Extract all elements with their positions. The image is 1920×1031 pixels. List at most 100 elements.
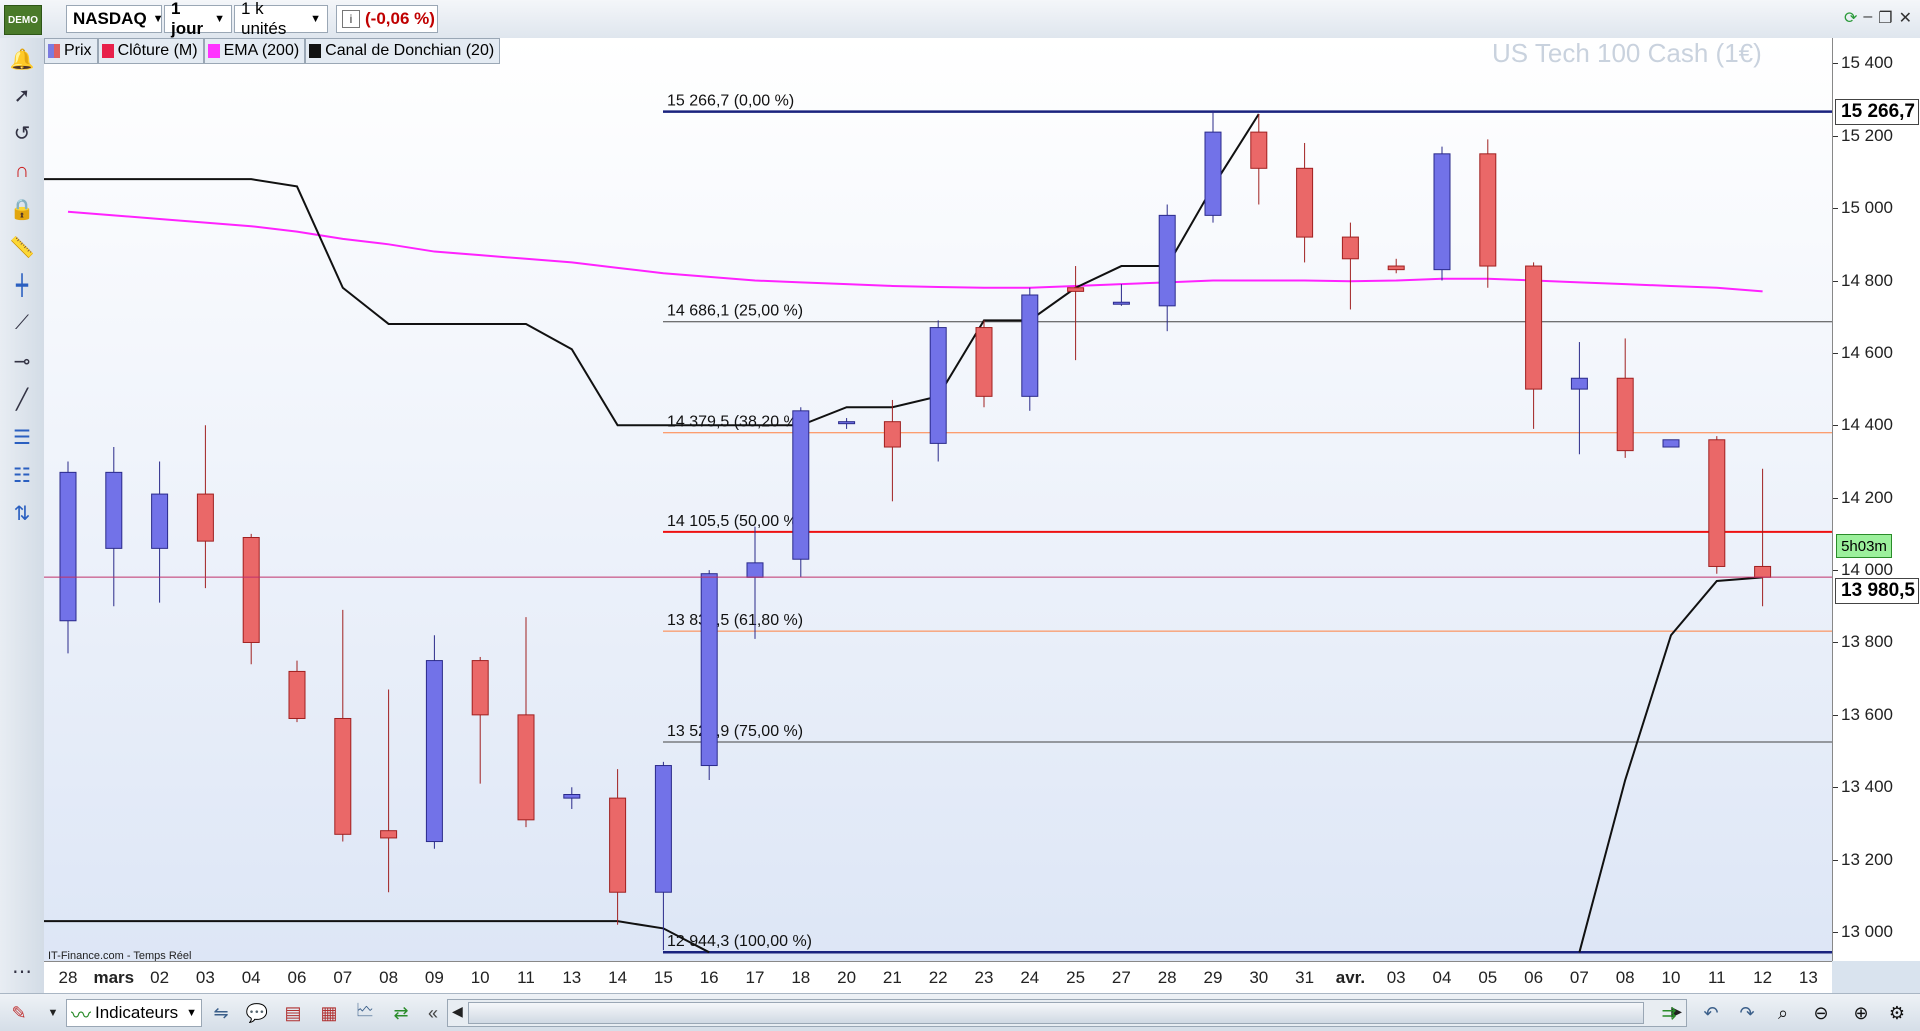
chart-area[interactable]: 15 266,7 (0,00 %) 14 686,1 (25,00 %) 14 37… (44, 38, 1832, 961)
list-icon[interactable]: ▤ (284, 1002, 302, 1023)
candle-body (425, 660, 443, 843)
high-price-badge: 15 266,7 (1835, 98, 1919, 125)
fib-level-label: 14 105,5 (50,00 %) (667, 513, 803, 530)
table-icon[interactable]: ▦ (320, 1002, 338, 1023)
magnet-icon[interactable]: ∩ (14, 159, 30, 182)
candle-body (1204, 131, 1222, 216)
cursor-arrow-icon[interactable]: ➚ (13, 84, 31, 107)
chart-window-icon[interactable]: 🗠 (355, 1000, 375, 1020)
zoom-in-icon[interactable]: ⊕ (1853, 1002, 1869, 1023)
undo-cursor-icon[interactable]: ↺ (13, 122, 31, 145)
legend-swatch (101, 44, 114, 58)
date-tick-label: 22 (928, 968, 948, 987)
price-tick-label: 13 200 (1833, 849, 1893, 869)
auto-scroll-icon[interactable]: ⇉ (1661, 1002, 1677, 1023)
fibonacci-ext-icon[interactable]: ☷ (13, 464, 31, 487)
chevron-down-icon: ▼ (310, 13, 321, 25)
price-tick-label: 14 800 (1833, 270, 1893, 290)
chart-background (44, 38, 1832, 961)
scroll-left-icon[interactable]: ◀ (452, 1003, 463, 1019)
indicators-select[interactable]: 〰 Indicateurs ▼ (66, 999, 202, 1027)
legend-swatch (309, 44, 322, 58)
scroll-right-icon[interactable]: ▶ (1671, 1003, 1682, 1019)
compare-icon[interactable]: ⇄ (393, 1002, 409, 1023)
redo-icon[interactable]: ↷ (1739, 1002, 1755, 1023)
info-icon[interactable]: i (342, 10, 360, 28)
zoom-fit-icon[interactable]: ⌕ (1777, 1002, 1789, 1023)
bottom-toolbar: ✎ ▼ 〰 Indicateurs ▼ ⇋ 💬 ▤ ▦ 🗠 ⇄ « ◀ ▶ ⇉ … (0, 993, 1920, 1031)
date-tick-label: 15 (653, 968, 673, 987)
price-tick-label: 13 400 (1833, 777, 1893, 797)
candles (59, 110, 1772, 951)
candle-body (1067, 287, 1085, 292)
lock-icon[interactable]: 🔒 (9, 198, 35, 221)
date-axis[interactable]: 28 mars 02 03 04 06 07 08 09 10 11 13 14 15 16 17 18 20 21… (44, 961, 1832, 994)
legend-item-close[interactable]: Clôture (M) (97, 38, 204, 64)
price-tick-label: 15 000 (1833, 198, 1893, 218)
more-tools-icon[interactable]: ⋯ (12, 960, 32, 983)
period-select[interactable]: 1 jour ▼ (164, 0, 232, 38)
candle-body (746, 562, 764, 578)
date-tick-label: 13 (1798, 968, 1818, 987)
candle-body (1433, 153, 1451, 271)
fib-level-label: 14 686,1 (25,00 %) (667, 303, 803, 320)
fib-level-label: 13 524,9 (75,00 %) (667, 723, 803, 740)
price-tick-label: 13 000 (1833, 922, 1893, 942)
zoom-out-icon[interactable]: ⊖ (1813, 1002, 1829, 1023)
candle-body (838, 421, 856, 425)
candle-body (242, 537, 260, 643)
undo-icon[interactable]: ↶ (1703, 1002, 1719, 1023)
period-label: 1 jour (171, 0, 204, 38)
horizontal-scrollbar[interactable]: ◀ ▶ (447, 999, 1687, 1027)
pen-icon[interactable]: ✎ (11, 1002, 27, 1023)
restore-icon[interactable]: ❐ (1878, 10, 1893, 27)
legend-item-donchian[interactable]: Canal de Donchian (20) (305, 38, 501, 64)
date-tick-label: mars (93, 968, 135, 987)
share-icon[interactable]: ⇋ (213, 1002, 229, 1023)
fib-level-label: 12 944,3 (100,00 %) (667, 933, 812, 950)
horizontal-line-icon[interactable]: ┿ (15, 274, 29, 297)
data-source: IT-Finance.com - Temps Réel (48, 950, 192, 962)
units-select[interactable]: 1 k unités ▼ (234, 0, 328, 38)
candle-body (1250, 131, 1268, 169)
candle-body (1754, 565, 1772, 578)
fibonacci-icon[interactable]: ☰ (13, 426, 31, 449)
alert-bell-icon[interactable]: 🔔 (9, 48, 35, 71)
line-icon[interactable]: ╱ (15, 388, 29, 411)
demo-badge: DEMO (4, 5, 42, 35)
units-label: 1 k unités (241, 0, 287, 38)
date-tick-label: 11 (517, 968, 535, 987)
symbol-select[interactable]: NASDAQ ▼ (66, 5, 164, 33)
legend-swatch (207, 44, 220, 58)
legend-label: EMA (200) (223, 42, 300, 59)
fib-level-label: 15 266,7 (0,00 %) (667, 93, 794, 110)
trend-line-icon[interactable]: ⟋ (15, 311, 29, 334)
collapse-left-icon[interactable]: « (427, 1002, 438, 1023)
ruler-icon[interactable]: 📏 (9, 236, 35, 259)
candle-body (1387, 265, 1405, 271)
candle-body (471, 660, 489, 716)
candle-body (1158, 214, 1176, 307)
candle-body (59, 471, 77, 622)
settings-icon[interactable]: ⚙ (1888, 1002, 1906, 1023)
chevron-down-icon[interactable]: ▼ (47, 1007, 59, 1019)
candle-body (1296, 167, 1314, 238)
price-axis[interactable]: 15 400 15 200 15 000 14 800 14 600 14 400 14 2… (1832, 38, 1920, 961)
sync-icon[interactable]: ⟳ (1843, 10, 1858, 27)
candle-body (1708, 439, 1726, 567)
chat-icon[interactable]: 💬 (245, 1002, 269, 1023)
date-tick-label: 23 (974, 968, 994, 987)
price-chart[interactable]: 15 266,7 (0,00 %) 14 686,1 (25,00 %) 14 37… (44, 38, 1832, 961)
minimize-icon[interactable]: – (1863, 8, 1873, 25)
segment-icon[interactable]: ⊸ (13, 350, 31, 373)
chevron-down-icon: ▼ (152, 13, 164, 25)
date-tick-label: 02 (150, 968, 170, 987)
legend-label: Prix (64, 42, 92, 59)
price-change: i (-0,06 %) (336, 5, 438, 33)
price-tick-label: 14 200 (1833, 487, 1893, 507)
scrollbar-thumb[interactable] (468, 1002, 1644, 1024)
legend-item-ema[interactable]: EMA (200) (203, 38, 306, 64)
channel-icon[interactable]: ⇅ (13, 502, 31, 525)
legend-item-price[interactable]: Prix (44, 38, 98, 64)
close-icon[interactable]: ✕ (1898, 10, 1912, 27)
